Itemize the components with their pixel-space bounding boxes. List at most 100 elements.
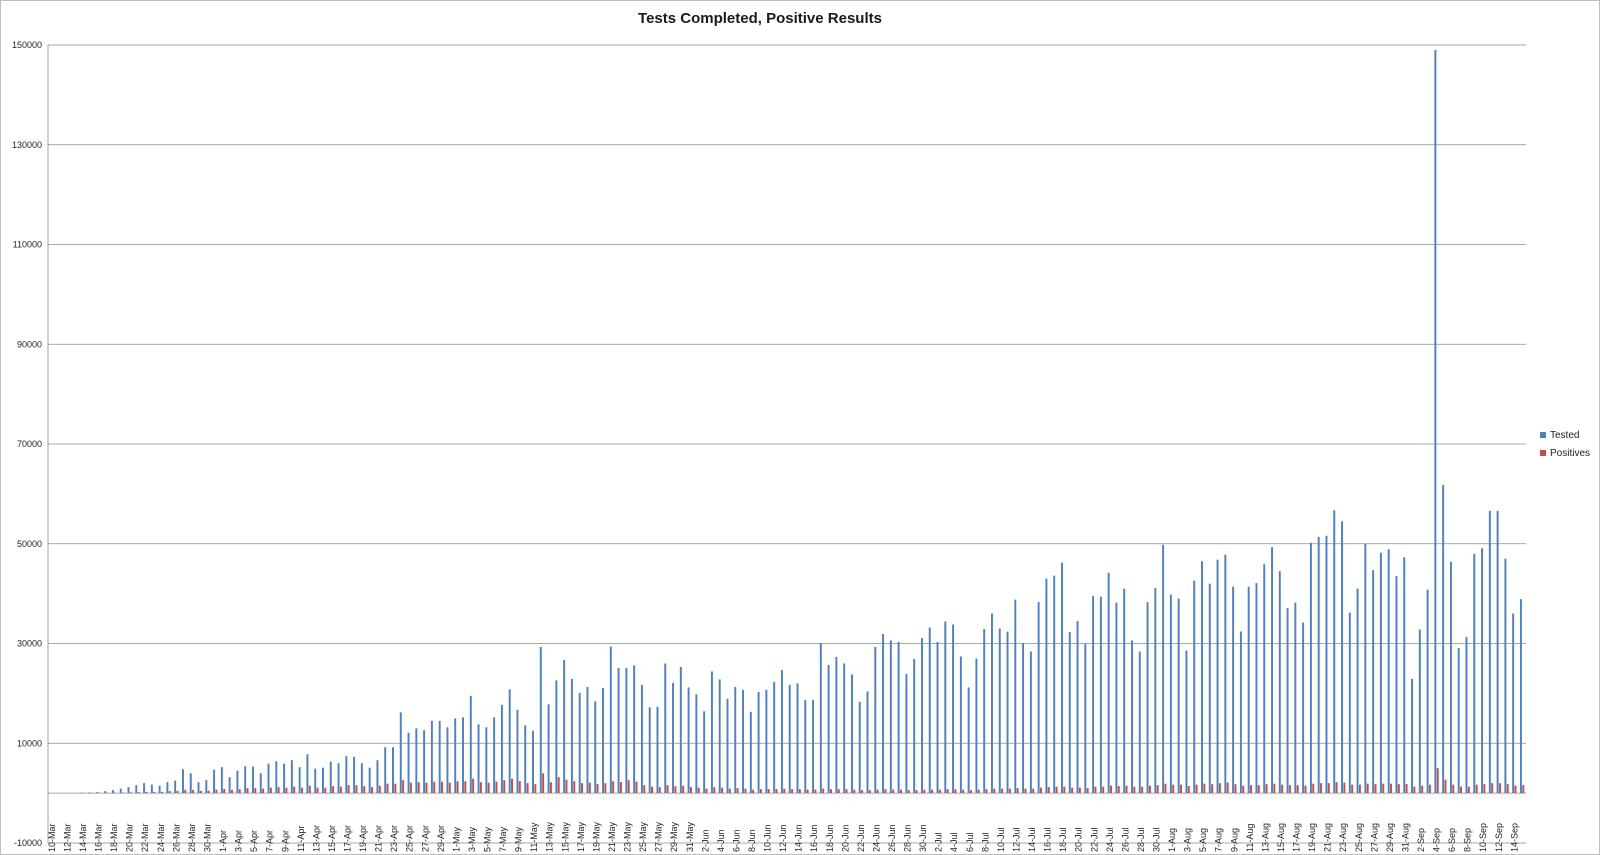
legend-item-positives: Positives bbox=[1540, 444, 1590, 462]
bar-positives bbox=[1102, 786, 1105, 794]
bar-positives bbox=[596, 784, 599, 794]
bar-positives bbox=[899, 789, 902, 794]
x-tick-label: 14-Jun bbox=[794, 824, 804, 852]
bar-tested bbox=[1185, 650, 1188, 794]
bar-tested bbox=[1131, 640, 1133, 794]
bar-tested bbox=[1341, 521, 1343, 794]
bar-tested bbox=[205, 780, 208, 794]
legend: Tested Positives bbox=[1540, 426, 1590, 462]
bar-tested bbox=[493, 717, 496, 794]
bar-tested bbox=[1123, 588, 1126, 794]
bar-tested bbox=[1193, 580, 1196, 794]
x-tick-label: 30-Mar bbox=[202, 823, 212, 852]
bar-positives bbox=[262, 788, 265, 794]
x-tick-label: 12-Sep bbox=[1494, 823, 1504, 852]
x-tick-label: 6-Jul bbox=[965, 832, 975, 852]
bar-positives bbox=[1055, 786, 1058, 794]
x-tick-label: 15-Aug bbox=[1276, 823, 1286, 852]
x-tick-label: 21-Apr bbox=[374, 825, 384, 852]
x-tick-label: 23-May bbox=[623, 821, 633, 852]
bar-positives bbox=[153, 791, 156, 794]
bar-positives bbox=[759, 789, 762, 794]
legend-swatch-tested bbox=[1540, 432, 1546, 438]
bar-tested bbox=[990, 613, 993, 794]
bar-tested bbox=[477, 724, 480, 794]
bar-positives bbox=[1001, 788, 1004, 794]
x-tick-label: 14-Jul bbox=[1027, 827, 1037, 852]
bar-positives bbox=[184, 789, 187, 794]
bar-positives bbox=[238, 789, 241, 794]
bar-tested bbox=[1465, 637, 1468, 794]
bar-tested bbox=[1294, 602, 1297, 794]
bar-tested bbox=[322, 767, 324, 794]
bar-positives bbox=[736, 788, 739, 794]
bar-positives bbox=[293, 786, 296, 794]
bar-positives bbox=[907, 790, 910, 794]
x-tick-label: 4-Jun bbox=[716, 829, 726, 852]
bar-tested bbox=[936, 642, 939, 794]
x-tick-label: 25-May bbox=[638, 821, 648, 852]
x-tick-label: 17-Aug bbox=[1292, 823, 1302, 852]
bar-positives bbox=[1032, 788, 1035, 794]
x-tick-label: 28-Mar bbox=[187, 823, 197, 852]
bar-positives bbox=[223, 788, 226, 794]
bar-tested bbox=[1162, 544, 1165, 794]
bar-tested bbox=[609, 646, 612, 794]
bar-positives bbox=[316, 787, 319, 794]
bar-positives bbox=[1506, 784, 1509, 794]
bar-tested bbox=[127, 787, 130, 794]
y-tick-label: 70000 bbox=[17, 439, 42, 449]
bar-positives bbox=[1413, 786, 1416, 794]
bar-tested bbox=[905, 673, 908, 794]
y-tick-label: -10000 bbox=[14, 838, 42, 848]
bar-tested bbox=[703, 711, 706, 794]
bar-positives bbox=[923, 789, 926, 794]
bar-positives bbox=[549, 782, 552, 794]
bar-positives bbox=[1008, 788, 1011, 794]
bar-tested bbox=[866, 691, 869, 794]
bar-tested bbox=[1309, 542, 1312, 794]
bar-tested bbox=[858, 701, 861, 794]
bar-tested bbox=[290, 760, 293, 794]
bar-tested bbox=[1403, 557, 1406, 794]
x-tick-label: 30-Jun bbox=[918, 824, 928, 852]
x-tick-label: 1-Apr bbox=[218, 830, 228, 852]
bar-positives bbox=[829, 789, 832, 794]
bar-positives bbox=[402, 780, 405, 794]
x-tick-label: 1-Aug bbox=[1167, 828, 1177, 852]
bar-positives bbox=[425, 782, 428, 794]
bars bbox=[80, 49, 1525, 794]
bar-positives bbox=[806, 789, 809, 794]
bar-positives bbox=[1148, 785, 1151, 794]
x-tick-label: 31-May bbox=[685, 821, 695, 852]
bar-positives bbox=[526, 783, 529, 794]
bar-tested bbox=[539, 646, 542, 794]
x-tick-label: 14-Mar bbox=[78, 823, 88, 852]
bar-positives bbox=[728, 788, 731, 794]
bar-positives bbox=[1320, 783, 1323, 794]
x-tick-label: 6-Jun bbox=[731, 829, 741, 852]
bar-tested bbox=[236, 770, 239, 794]
bar-positives bbox=[1483, 784, 1486, 794]
bar-tested bbox=[150, 784, 153, 794]
bar-positives bbox=[386, 783, 389, 794]
bar-positives bbox=[884, 789, 887, 794]
bar-tested bbox=[88, 792, 91, 794]
x-tick-label: 12-Jul bbox=[1011, 827, 1021, 852]
bar-tested bbox=[197, 782, 200, 794]
bar-tested bbox=[1481, 548, 1484, 794]
bar-positives bbox=[1016, 788, 1019, 794]
bar-positives bbox=[822, 788, 825, 794]
bar-positives bbox=[308, 785, 311, 794]
bar-tested bbox=[345, 756, 348, 794]
bar-tested bbox=[1418, 629, 1421, 794]
x-tick-label: 3-Apr bbox=[234, 830, 244, 852]
bar-positives bbox=[1382, 783, 1385, 794]
bar-tested bbox=[998, 628, 1001, 794]
x-tick-label: 13-Aug bbox=[1260, 823, 1270, 852]
bar-positives bbox=[199, 790, 202, 794]
bar-tested bbox=[1239, 631, 1242, 794]
bar-tested bbox=[1411, 678, 1414, 794]
bar-tested bbox=[1512, 613, 1515, 794]
bar-tested bbox=[679, 666, 682, 794]
